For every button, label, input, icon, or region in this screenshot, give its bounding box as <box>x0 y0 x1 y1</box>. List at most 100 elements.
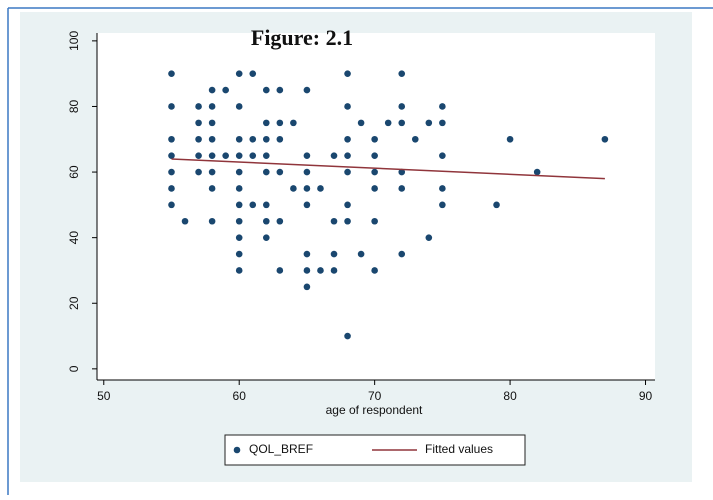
point <box>195 135 202 143</box>
point <box>262 217 270 225</box>
point <box>330 152 338 159</box>
y-tick-label: 0 <box>67 365 81 372</box>
point <box>330 217 338 225</box>
point <box>425 234 433 241</box>
point <box>168 152 175 159</box>
point <box>222 86 229 94</box>
x-tick-label: 90 <box>639 389 653 403</box>
point <box>262 234 270 241</box>
point <box>439 119 446 127</box>
point <box>235 267 243 274</box>
point <box>235 70 243 77</box>
point <box>344 168 351 176</box>
point <box>371 217 378 225</box>
point <box>208 119 216 127</box>
point <box>371 152 378 159</box>
y-tick-label: 100 <box>67 31 81 51</box>
point <box>371 135 378 143</box>
point <box>195 119 202 127</box>
point <box>235 201 243 209</box>
point <box>439 201 446 209</box>
point <box>181 217 189 225</box>
point <box>303 168 311 176</box>
y-tick-label: 40 <box>67 231 81 245</box>
point <box>235 250 243 258</box>
point <box>371 168 378 176</box>
point <box>493 201 500 209</box>
point <box>235 152 243 159</box>
point <box>303 201 311 209</box>
point <box>276 217 284 225</box>
point <box>276 86 284 94</box>
x-tick-label: 60 <box>233 389 247 403</box>
y-tick-label: 60 <box>67 165 81 179</box>
point <box>357 119 365 127</box>
point <box>262 119 270 127</box>
point <box>168 201 175 209</box>
point <box>398 185 406 192</box>
point <box>208 217 216 225</box>
y-tick-label: 80 <box>67 99 81 113</box>
point <box>290 119 297 127</box>
legend-swatch <box>233 446 241 454</box>
point <box>290 185 297 192</box>
point <box>276 267 284 274</box>
point <box>262 152 270 159</box>
point <box>439 103 446 110</box>
point <box>168 168 175 176</box>
point <box>222 152 229 159</box>
point <box>235 234 243 241</box>
point <box>357 250 365 258</box>
point <box>398 70 406 77</box>
point <box>398 250 406 258</box>
point <box>208 135 216 143</box>
point <box>262 135 270 143</box>
point <box>439 185 446 192</box>
point <box>249 70 257 77</box>
point <box>276 135 284 143</box>
point <box>262 168 270 176</box>
point <box>235 103 243 110</box>
chart-title: Figure: 2.1 <box>251 25 353 50</box>
point <box>317 267 324 274</box>
point <box>208 152 216 159</box>
x-tick-label: 50 <box>97 389 111 403</box>
point <box>344 135 351 143</box>
point <box>262 201 270 209</box>
point <box>533 168 541 176</box>
point <box>330 250 338 258</box>
point <box>371 267 378 274</box>
point <box>303 267 311 274</box>
point <box>276 168 284 176</box>
point <box>208 185 216 192</box>
point <box>384 119 392 127</box>
point <box>168 103 175 110</box>
x-axis-label: age of respondent <box>326 403 423 417</box>
point <box>439 152 446 159</box>
point <box>303 250 311 258</box>
point <box>168 70 175 77</box>
point <box>208 168 216 176</box>
legend-label: Fitted values <box>425 442 493 456</box>
point <box>317 185 324 192</box>
point <box>411 135 419 143</box>
point <box>398 103 406 110</box>
point <box>601 135 609 143</box>
y-tick-label: 20 <box>67 296 81 310</box>
point <box>249 201 257 209</box>
point <box>195 168 202 176</box>
point <box>344 201 351 209</box>
point <box>235 135 243 143</box>
plot-area <box>97 33 655 380</box>
point <box>208 103 216 110</box>
point <box>235 185 243 192</box>
point <box>303 86 311 94</box>
point <box>344 70 351 77</box>
point <box>506 135 514 143</box>
point <box>249 135 257 143</box>
x-tick-label: 70 <box>368 389 382 403</box>
point <box>398 168 406 176</box>
x-tick-label: 80 <box>503 389 517 403</box>
